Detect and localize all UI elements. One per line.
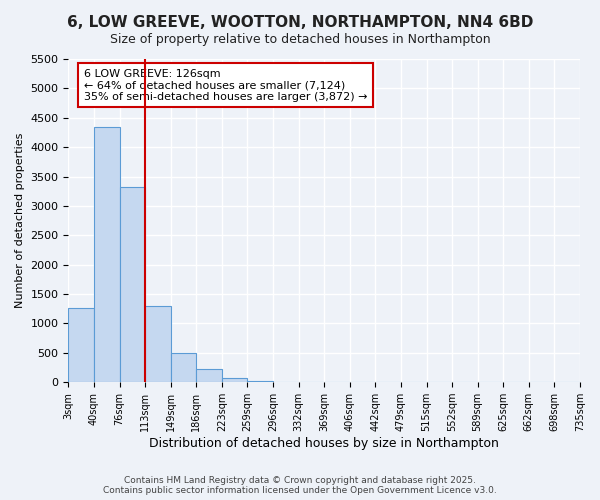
Text: 6 LOW GREEVE: 126sqm
← 64% of detached houses are smaller (7,124)
35% of semi-de: 6 LOW GREEVE: 126sqm ← 64% of detached h… [84, 68, 367, 102]
Bar [247, 381, 273, 382]
Bar [196, 368, 222, 382]
Text: Contains HM Land Registry data © Crown copyright and database right 2025.
Contai: Contains HM Land Registry data © Crown c… [103, 476, 497, 495]
Bar [222, 378, 247, 382]
Text: Size of property relative to detached houses in Northampton: Size of property relative to detached ho… [110, 32, 490, 46]
Bar [94, 126, 119, 382]
X-axis label: Distribution of detached houses by size in Northampton: Distribution of detached houses by size … [149, 437, 499, 450]
Bar [145, 306, 171, 382]
Bar [68, 308, 94, 382]
Bar [171, 353, 196, 382]
Bar [119, 187, 145, 382]
Text: 6, LOW GREEVE, WOOTTON, NORTHAMPTON, NN4 6BD: 6, LOW GREEVE, WOOTTON, NORTHAMPTON, NN4… [67, 15, 533, 30]
Y-axis label: Number of detached properties: Number of detached properties [15, 133, 25, 308]
